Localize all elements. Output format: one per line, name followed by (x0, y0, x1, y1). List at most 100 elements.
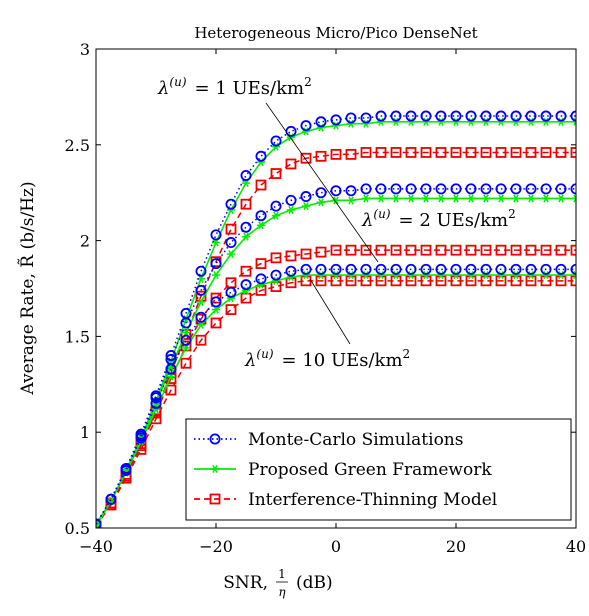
x-axis-label: SNR, 1 η (dB) (223, 567, 332, 599)
x-tick-label: 0 (331, 537, 341, 556)
data-point (570, 263, 576, 275)
data-point (435, 244, 447, 256)
data-point (555, 110, 567, 122)
data-point (495, 110, 507, 122)
data-point (481, 271, 491, 280)
data-point (241, 286, 251, 295)
data-point (450, 263, 462, 275)
data-point (241, 232, 251, 241)
data-point (435, 263, 447, 275)
data-point (195, 284, 207, 296)
data-point (345, 244, 357, 256)
data-point (255, 179, 267, 191)
data-point (226, 205, 236, 214)
legend-marker (210, 464, 220, 474)
data-point (450, 110, 462, 122)
data-point (330, 263, 342, 275)
data-point (96, 522, 101, 528)
y-tick-label: 0.5 (65, 519, 90, 538)
data-point (420, 244, 432, 256)
data-point (525, 244, 537, 256)
data-point (360, 244, 372, 256)
data-point (226, 294, 236, 303)
series-layer (96, 110, 576, 528)
annotation-lambda-sup2: 2 (508, 207, 516, 221)
data-point (496, 271, 506, 280)
data-point (271, 211, 281, 220)
data-point (210, 229, 222, 241)
data-point (195, 265, 207, 277)
data-point (405, 263, 417, 275)
data-point (526, 117, 536, 126)
data-point (570, 110, 576, 122)
data-point (406, 117, 416, 126)
annotation-lambda-symbol: λ (361, 210, 373, 231)
data-point (450, 183, 462, 195)
data-point (450, 244, 462, 256)
data-point (526, 271, 536, 280)
y-tick-label: 2 (80, 232, 90, 251)
data-point (300, 120, 312, 132)
data-point (540, 263, 552, 275)
data-point (240, 279, 252, 291)
data-point (225, 198, 237, 210)
data-point (495, 263, 507, 275)
data-point (286, 133, 296, 142)
data-point (240, 265, 252, 277)
data-point (270, 252, 282, 264)
data-point (330, 185, 342, 197)
data-point (240, 292, 252, 304)
data-point (256, 221, 266, 230)
legend-item: Monte-Carlo Simulations (194, 430, 463, 450)
data-point (495, 147, 507, 158)
data-point (285, 194, 297, 206)
data-point (361, 194, 371, 203)
data-point (270, 281, 282, 292)
data-point (360, 263, 372, 275)
data-point (316, 123, 326, 132)
data-point (525, 147, 537, 158)
series-asterisk-λ=2 (96, 194, 576, 528)
data-point (346, 271, 356, 280)
ticks-layer: −40 −20 0 20 40 0.5 1 1.5 2 2.5 3 (65, 40, 587, 556)
data-point (315, 263, 327, 275)
data-point (315, 246, 327, 258)
data-point (361, 119, 371, 128)
data-point (150, 397, 162, 409)
data-point (271, 276, 281, 285)
data-point (556, 117, 566, 126)
data-point (300, 248, 312, 260)
data-point (225, 237, 237, 249)
data-point (180, 334, 192, 346)
data-point (300, 191, 312, 203)
data-point (375, 147, 387, 158)
data-point (570, 147, 576, 158)
series-line (96, 280, 576, 527)
data-point (316, 271, 326, 280)
data-point (240, 169, 252, 181)
data-point (226, 249, 236, 259)
data-point (165, 363, 177, 375)
data-point (315, 187, 327, 199)
data-point (405, 110, 417, 122)
data-point (196, 297, 206, 306)
data-point (510, 263, 522, 275)
data-point (480, 244, 492, 256)
legend-box (185, 418, 572, 521)
data-point (525, 183, 537, 195)
data-point (255, 150, 267, 162)
annotation-lambda-symbol: λ (157, 78, 169, 99)
data-point (301, 202, 311, 211)
data-point (376, 271, 386, 280)
data-point (210, 258, 222, 270)
x-tick-label: 20 (446, 537, 466, 556)
annotation-pointer-line (265, 102, 379, 263)
data-point (330, 244, 342, 256)
y-tick-label: 2.5 (65, 136, 90, 155)
data-point (481, 117, 491, 126)
annotation-pointer-line (309, 278, 351, 345)
data-point (525, 263, 537, 275)
data-point (435, 110, 447, 122)
legend-item: Interference-Thinning Model (194, 490, 497, 510)
